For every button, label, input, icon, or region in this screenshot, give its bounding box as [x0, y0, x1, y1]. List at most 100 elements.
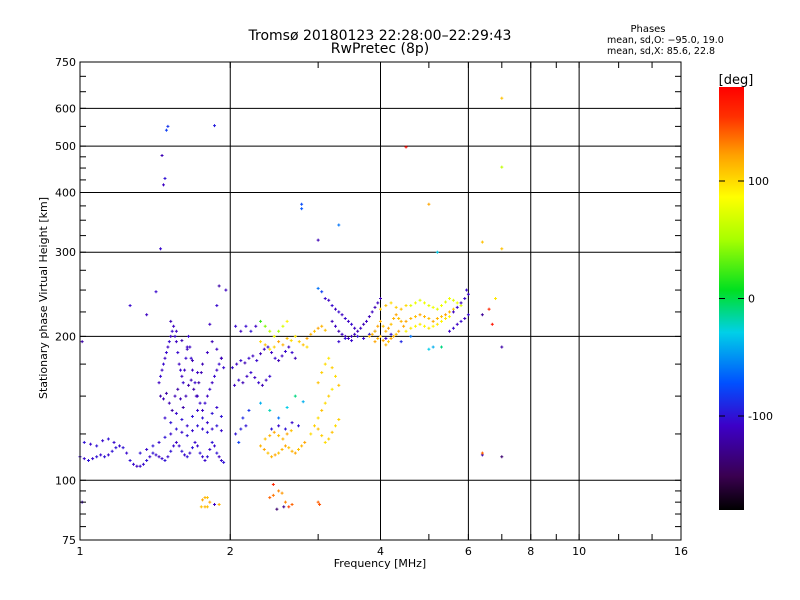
data-point	[174, 427, 178, 431]
data-point	[337, 418, 341, 422]
data-point	[199, 505, 203, 509]
y-axis-label: Stationary phase Virtual Height [km]	[37, 197, 50, 399]
colorbar-label: [deg]	[719, 73, 754, 88]
data-point	[234, 324, 238, 328]
data-point	[459, 319, 463, 323]
data-point	[174, 440, 178, 444]
data-point	[293, 451, 297, 455]
data-point	[343, 316, 347, 320]
colorbar-ticks: 100 0 -100	[719, 175, 773, 423]
data-point	[370, 310, 374, 314]
data-point	[282, 505, 286, 509]
data-point	[213, 444, 217, 448]
data-point	[448, 297, 452, 301]
data-point	[327, 437, 331, 441]
data-point	[160, 457, 164, 461]
data-point	[337, 383, 341, 387]
data-point	[376, 336, 380, 340]
data-point	[114, 446, 118, 450]
data-point	[309, 332, 313, 336]
data-point	[185, 434, 189, 438]
data-point	[283, 500, 287, 504]
data-point	[167, 401, 171, 405]
data-point	[273, 356, 277, 360]
data-point	[268, 408, 272, 412]
data-point	[297, 340, 301, 344]
x-tick-label: 8	[527, 545, 534, 558]
data-point	[465, 288, 469, 292]
data-point	[210, 381, 214, 385]
data-point	[263, 343, 267, 347]
data-point	[210, 427, 214, 431]
data-point	[164, 128, 168, 132]
data-point	[157, 440, 161, 444]
data-point	[203, 458, 207, 462]
data-point	[422, 324, 426, 328]
data-point	[272, 345, 276, 349]
data-point	[330, 366, 334, 370]
data-point	[350, 322, 354, 326]
data-point	[201, 362, 205, 366]
data-point	[427, 304, 431, 308]
data-point	[350, 339, 354, 343]
data-point	[201, 498, 205, 502]
data-point	[190, 368, 194, 372]
data-point	[196, 408, 200, 412]
data-point	[327, 394, 331, 398]
data-point	[399, 319, 403, 323]
data-point	[409, 304, 413, 308]
data-point	[409, 326, 413, 330]
data-point	[162, 362, 166, 366]
data-point	[184, 394, 188, 398]
x-tick-label: 10	[572, 545, 586, 558]
data-point	[217, 502, 221, 506]
data-point	[350, 334, 354, 338]
data-point	[245, 374, 249, 378]
data-point	[177, 444, 181, 448]
data-point	[356, 329, 360, 333]
data-point	[224, 288, 228, 292]
data-point	[327, 356, 331, 360]
data-point	[316, 500, 320, 504]
data-point	[409, 334, 413, 338]
data-point	[343, 336, 347, 340]
data-point	[444, 300, 448, 304]
data-point	[208, 322, 212, 326]
data-point	[235, 362, 239, 366]
data-point	[244, 424, 248, 428]
data-point	[277, 340, 281, 344]
data-point	[386, 326, 390, 330]
data-point	[404, 145, 408, 149]
data-point	[333, 307, 337, 311]
data-point	[170, 408, 174, 412]
data-point	[320, 371, 324, 375]
data-point	[346, 336, 350, 340]
data-point	[179, 368, 183, 372]
data-point	[271, 493, 275, 497]
data-point	[219, 429, 223, 433]
data-point	[463, 297, 467, 301]
data-point	[190, 446, 194, 450]
data-point	[305, 345, 309, 349]
data-point	[440, 319, 444, 323]
data-point	[440, 304, 444, 308]
data-point	[163, 176, 167, 180]
data-point	[264, 378, 268, 382]
data-point	[487, 307, 491, 311]
data-point	[82, 457, 86, 461]
data-point	[167, 340, 171, 344]
data-point	[219, 414, 223, 418]
data-point	[340, 332, 344, 336]
data-point	[215, 424, 219, 428]
colorbar-tick-label: 100	[748, 175, 769, 188]
data-point	[217, 362, 221, 366]
data-point	[271, 482, 275, 486]
data-point	[448, 310, 452, 314]
data-point	[289, 429, 293, 433]
data-point	[174, 411, 178, 415]
data-point	[259, 352, 263, 356]
data-point	[287, 345, 291, 349]
data-point	[480, 451, 484, 455]
data-point	[418, 313, 422, 317]
